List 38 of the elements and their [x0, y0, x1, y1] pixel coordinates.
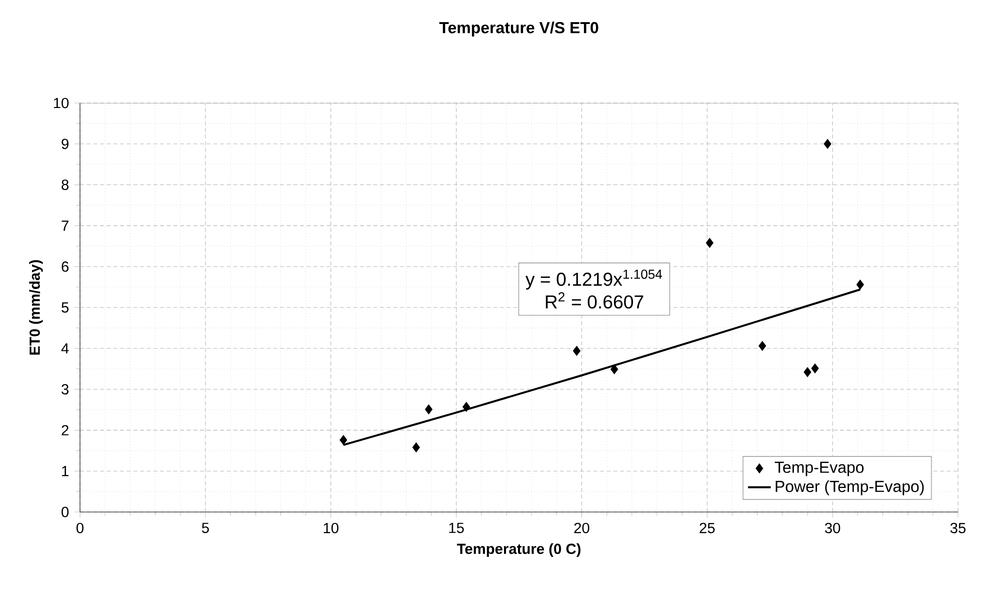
legend-label: Temp-Evapo — [774, 462, 864, 476]
x-tick-label: 10 — [324, 522, 338, 534]
x-axis-title: Temperature (0 C) — [456, 543, 580, 557]
x-tick-label: 5 — [202, 522, 209, 534]
y-tick-label: 5 — [62, 302, 69, 313]
x-tick-label: 30 — [824, 522, 840, 534]
y-tick-label: 3 — [62, 384, 69, 394]
point — [610, 364, 618, 374]
y-tick-label: 8 — [62, 180, 69, 190]
point — [856, 280, 864, 290]
y-tick-label: 6 — [62, 261, 69, 272]
point — [811, 363, 819, 374]
point — [572, 346, 580, 356]
y-tick-label: 1 — [62, 466, 68, 476]
x-tick-label: 0 — [76, 522, 84, 534]
point — [706, 238, 714, 248]
point — [412, 442, 420, 452]
y-tick-label: 4 — [61, 343, 69, 354]
y-tick-label: 0 — [62, 506, 69, 518]
x-tick-label: 20 — [574, 522, 590, 534]
point — [758, 340, 766, 351]
annotation: y = 0.1219x$^{1.1054}$ — [525, 270, 662, 290]
x-tick-label: 25 — [700, 522, 715, 534]
x-tick-label: 15 — [449, 522, 464, 534]
point — [804, 367, 812, 378]
point — [824, 138, 832, 149]
y-tick-label: 9 — [62, 138, 68, 150]
y-tick-label: 10 — [54, 98, 69, 108]
chart-title: Temperature V/S ET0 — [439, 22, 598, 37]
point — [340, 435, 348, 445]
x-tick-label: 35 — [950, 522, 966, 534]
y-axis-title: ET0 (mm/day) — [29, 260, 43, 355]
y-tick-label: 2 — [62, 425, 68, 436]
point — [424, 404, 432, 414]
y-tick-label: 7 — [62, 220, 68, 231]
annotation: R$^{2}$ = 0.6607 — [546, 292, 644, 309]
point — [462, 402, 470, 412]
legend-label: Power (Temp-Evapo) — [776, 480, 924, 496]
